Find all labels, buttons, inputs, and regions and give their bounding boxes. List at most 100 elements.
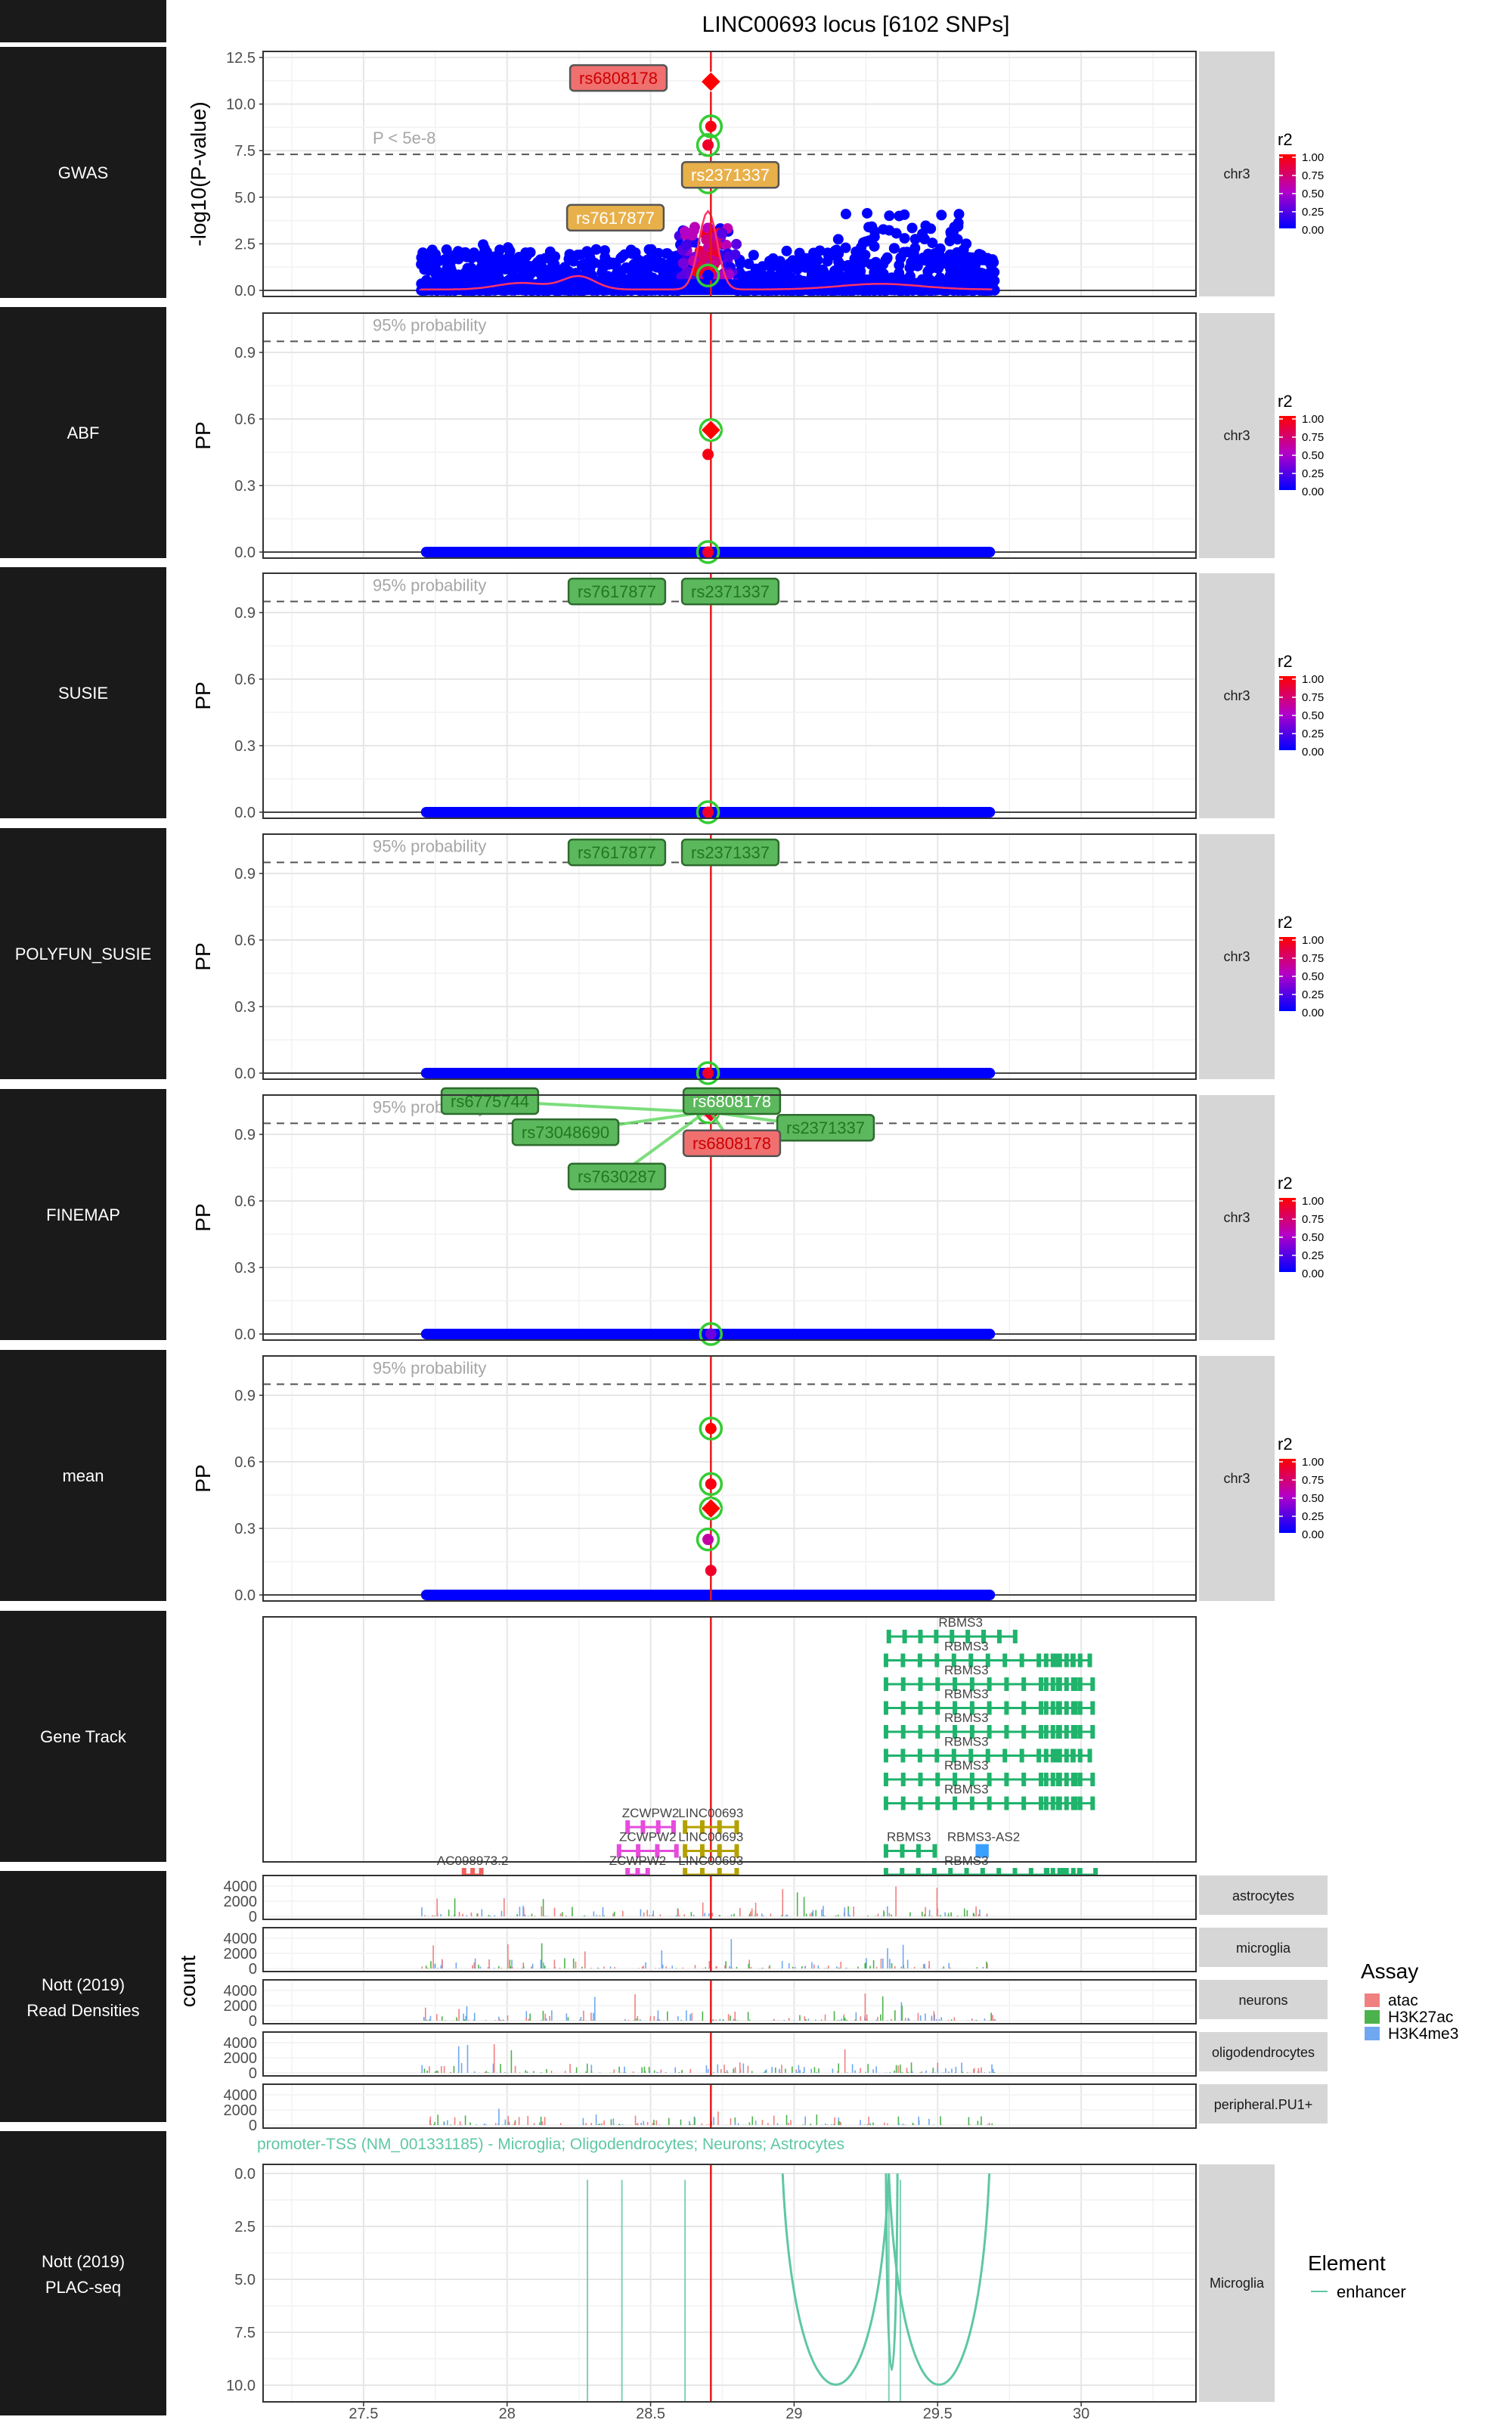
track-border — [262, 1979, 1197, 2024]
r2-legend-title: r2 — [1278, 392, 1293, 411]
gene-exon — [1077, 1773, 1083, 1786]
gene-exon — [616, 1844, 621, 1858]
snp-point — [525, 268, 537, 279]
gene-exon — [1021, 1773, 1027, 1786]
snp-point — [640, 265, 651, 277]
gene-exon — [1021, 1796, 1027, 1810]
credible-set-ring — [699, 1322, 723, 1346]
y-tick-label: 7.5 — [234, 2325, 256, 2341]
y-tick-label: 0.6 — [234, 932, 256, 949]
snp-label-box — [680, 577, 780, 606]
snp-point — [767, 253, 779, 264]
snp-point — [520, 247, 531, 259]
snp-key-point — [702, 546, 714, 558]
y-tick-label: 0.9 — [234, 866, 256, 883]
gene-exon — [1019, 1748, 1024, 1763]
snp-label: rs2371337 — [691, 843, 770, 862]
facet-strip-label: chr3 — [1223, 949, 1250, 964]
gene-exon — [1057, 1677, 1062, 1691]
background-snps — [420, 1590, 996, 1600]
gene-exon — [1070, 1748, 1076, 1763]
track-bg — [263, 2032, 1196, 2076]
snp-point — [870, 256, 881, 268]
snp-point — [807, 268, 818, 279]
snp-label: rs2371337 — [786, 1118, 865, 1137]
r2-legend: r2 1.00 0.75 0.50 0.25 0.00 — [1278, 130, 1324, 237]
snp-key-point — [702, 448, 714, 461]
element-legend-title: Element — [1308, 2251, 1386, 2275]
panel-border — [262, 1094, 1197, 1341]
snp-point — [576, 259, 587, 271]
row-label: ABF — [67, 424, 100, 442]
gene-exon — [717, 1844, 722, 1858]
facet-strip-label: microglia — [1236, 1941, 1291, 1956]
assay-legend-swatch — [1365, 2010, 1380, 2024]
r2-colorbar — [1279, 1198, 1296, 1272]
gene-exon — [969, 1677, 974, 1691]
gene-exon — [1004, 1701, 1009, 1715]
gene-exon — [984, 1844, 989, 1858]
y-tick-label: 0 — [249, 1961, 257, 1978]
y-tick-label: 0.0 — [234, 1326, 256, 1343]
snp-point — [425, 258, 436, 269]
credible-set-ring — [699, 1496, 723, 1521]
snp-point — [817, 265, 829, 276]
snp-key-point — [705, 1423, 717, 1435]
y-tick-label: 0.9 — [234, 345, 256, 361]
snp-point — [840, 242, 851, 253]
snp-point — [658, 265, 669, 277]
snp-point — [656, 257, 668, 268]
snp-point — [884, 210, 895, 222]
r2-legend-tick: 0.00 — [1302, 486, 1324, 498]
snp-point — [550, 263, 561, 275]
gene-exon — [1050, 1748, 1055, 1763]
snp-point — [711, 256, 722, 267]
lead-snp-diamond — [700, 1497, 722, 1519]
y-tick-label: 0.3 — [234, 999, 256, 1016]
gene-exon — [918, 1773, 923, 1786]
plac-arc — [781, 2173, 891, 2386]
row-label-cell — [0, 1871, 166, 2122]
x-tick-label: 28.5 — [636, 2406, 665, 2420]
gene-model: RBMS3 — [883, 1830, 937, 1858]
snp-point — [731, 238, 742, 250]
facet-strip-label: astrocytes — [1232, 1888, 1294, 1903]
gene-exon — [953, 1796, 958, 1810]
y-tick-label: 12.5 — [226, 50, 256, 67]
gene-exon — [917, 1653, 922, 1668]
facet-strip-label: chr3 — [1223, 1210, 1250, 1225]
gene-exon — [1012, 1630, 1018, 1643]
credible-set-ring — [696, 133, 720, 157]
facet-strip-label: chr3 — [1223, 1471, 1250, 1486]
gene-exon — [1038, 1677, 1043, 1691]
panel-bg — [263, 573, 1196, 818]
track-bg — [263, 2084, 1196, 2128]
snp-point — [944, 249, 956, 260]
gene-exon — [935, 1796, 940, 1810]
gene-exon — [683, 1844, 688, 1858]
snp-point — [492, 250, 503, 261]
r2-legend-tick: 0.00 — [1302, 1267, 1324, 1280]
gene-exon — [1050, 1796, 1055, 1810]
snp-point — [633, 254, 644, 265]
row-label-cell — [0, 1350, 166, 1601]
gene-exon — [734, 1820, 739, 1834]
snp-point — [680, 239, 692, 250]
gene-exon — [1064, 1653, 1069, 1668]
gene-exon — [969, 1773, 974, 1786]
y-tick-label: 0.9 — [234, 1388, 256, 1404]
y-axis-title: PP — [191, 1203, 215, 1231]
facet-strip — [1199, 1356, 1275, 1601]
gene-exon — [1057, 1653, 1062, 1668]
snp-label-box — [680, 838, 780, 867]
y-axis-title: PP — [191, 681, 215, 709]
y-tick-label: 2000 — [224, 1998, 258, 2015]
gene-exon — [1064, 1677, 1069, 1691]
gene-exon — [625, 1820, 631, 1834]
gene-exon — [1070, 1677, 1076, 1691]
gene-exon — [1038, 1773, 1043, 1786]
r2-legend: r2 1.00 0.75 0.50 0.25 0.00 — [1278, 1174, 1324, 1280]
y-tick-label: 0.0 — [234, 283, 256, 299]
